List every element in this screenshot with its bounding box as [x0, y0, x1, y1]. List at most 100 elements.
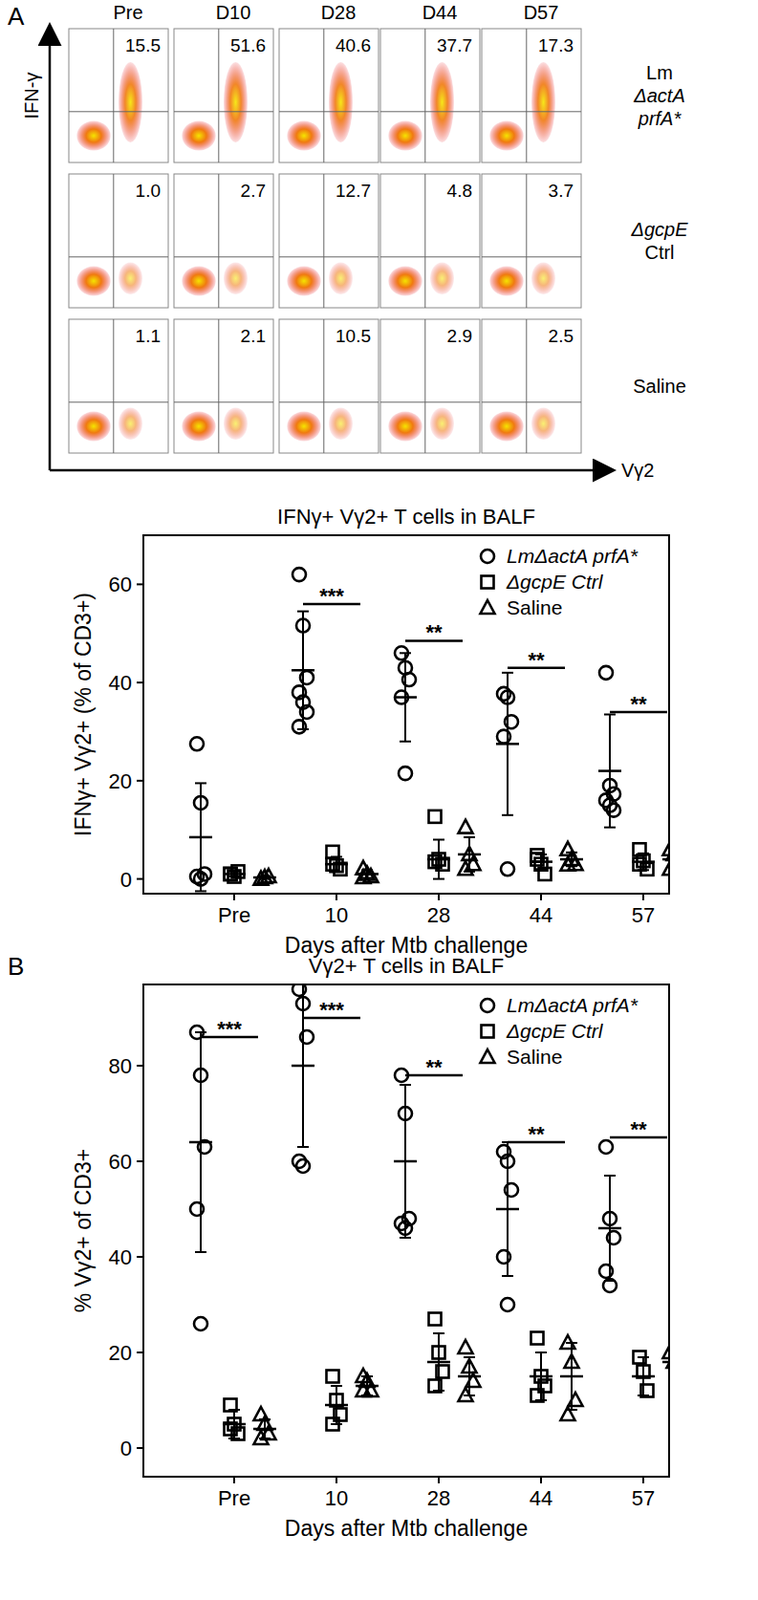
data-point: [603, 1278, 617, 1293]
legend-label: ΔgcpE Ctrl: [505, 570, 605, 593]
error-cap: [535, 867, 547, 870]
axis-arrow: [49, 469, 612, 473]
gate-line: [380, 401, 480, 403]
mean-line: [457, 853, 481, 857]
chart: BVγ2+ T cells in BALF020406080Pre1028445…: [7, 952, 686, 1541]
x-tick-label: 10: [324, 1486, 348, 1511]
data-point: [356, 869, 371, 884]
mean-line: [291, 1064, 315, 1068]
density: [489, 411, 523, 442]
density: [286, 411, 321, 442]
mean-line: [253, 1428, 277, 1431]
flow-plot: 1.1: [68, 319, 169, 454]
x-tick-label: 28: [427, 1486, 451, 1511]
gate-line: [525, 173, 527, 308]
gate-line: [279, 256, 379, 258]
density: [328, 62, 353, 143]
mean-line: [560, 1375, 584, 1379]
data-point: [500, 862, 515, 876]
error-cap: [565, 1342, 578, 1344]
mean-line: [393, 1160, 417, 1164]
error-cap: [433, 838, 445, 841]
gate-line: [481, 401, 582, 403]
flow-plot: 2.5: [481, 319, 582, 454]
error-cap: [330, 1423, 343, 1426]
error-cap: [433, 1389, 445, 1392]
error-cap: [668, 867, 670, 870]
gate-percent: 1.1: [135, 325, 161, 347]
mean-line: [427, 1361, 451, 1365]
x-tick: [437, 893, 440, 901]
figure: APreD10D28D44D5715.551.640.637.717.3LmΔa…: [0, 0, 758, 1600]
error-cap: [194, 889, 207, 892]
error-cap: [565, 1408, 578, 1411]
density: [223, 261, 248, 295]
error-cap: [194, 781, 207, 784]
legend-label: Saline: [506, 596, 563, 619]
gate-line: [525, 319, 527, 454]
column-header: D57: [523, 1, 560, 23]
mean-line: [253, 876, 277, 880]
density: [286, 266, 321, 297]
flow-frame: [68, 173, 169, 308]
flow-plot: 17.3: [481, 28, 582, 163]
flow-plot: 2.9: [380, 319, 480, 454]
flow-frame: [481, 173, 582, 308]
density: [531, 261, 556, 295]
data-point: [296, 1159, 310, 1173]
density: [181, 121, 216, 152]
error-cap: [668, 1370, 670, 1373]
legend: LmΔactA prfA*ΔgcpE CtrlSaline: [480, 994, 639, 1068]
gate-percent: 2.5: [548, 325, 574, 347]
y-tick: [136, 1064, 144, 1067]
flow-plot: 4.8: [380, 173, 480, 308]
axis-label: % Vγ2+ of CD3+: [70, 1148, 96, 1313]
density: [76, 266, 110, 297]
mean-line: [324, 1404, 348, 1408]
density: [430, 407, 455, 440]
gate-line: [217, 173, 219, 308]
density: [76, 411, 110, 442]
density: [181, 411, 216, 442]
gate-line: [173, 110, 274, 112]
error-cap: [361, 1375, 373, 1378]
column-header: D44: [422, 1, 458, 23]
y-tick-label: 0: [120, 1436, 132, 1461]
gate-line: [68, 401, 169, 403]
error-cap: [637, 852, 650, 855]
mean-line: [631, 1375, 655, 1379]
flow-frame: [68, 319, 169, 454]
error-cap: [259, 1418, 271, 1421]
error-cap: [194, 1251, 207, 1254]
data-point: [326, 1370, 340, 1384]
gate-line: [424, 173, 426, 308]
mean-line: [393, 695, 417, 699]
row-label: ΔgcpE: [629, 218, 689, 240]
error-cap: [228, 1437, 240, 1440]
axis-label: IFNγ+ Vγ2+ (% of CD3+): [70, 592, 96, 837]
x-tick: [642, 1476, 645, 1484]
row-label: prfA*: [637, 108, 683, 130]
error-cap: [259, 1437, 271, 1440]
flow-frame: [279, 173, 379, 308]
gate-percent: 4.8: [447, 180, 473, 201]
error-cap: [433, 878, 445, 881]
mean-line: [457, 1375, 481, 1379]
gate-line: [112, 28, 114, 163]
mean-line: [598, 1227, 622, 1231]
gate-line: [525, 28, 527, 163]
data-point: [663, 842, 671, 856]
error-cap: [463, 836, 476, 839]
data-point: [458, 861, 474, 875]
gate-percent: 12.7: [335, 180, 371, 201]
panel-label: A: [7, 1, 25, 31]
legend-marker: [480, 600, 496, 614]
error-cap: [668, 1351, 670, 1354]
error-cap: [463, 1356, 476, 1359]
flow-plot: 3.7: [481, 173, 582, 308]
error-cap: [297, 984, 309, 986]
gate-percent: 3.7: [548, 180, 574, 201]
density: [328, 407, 353, 440]
column-header: Pre: [112, 1, 143, 23]
gate-line: [112, 319, 114, 454]
